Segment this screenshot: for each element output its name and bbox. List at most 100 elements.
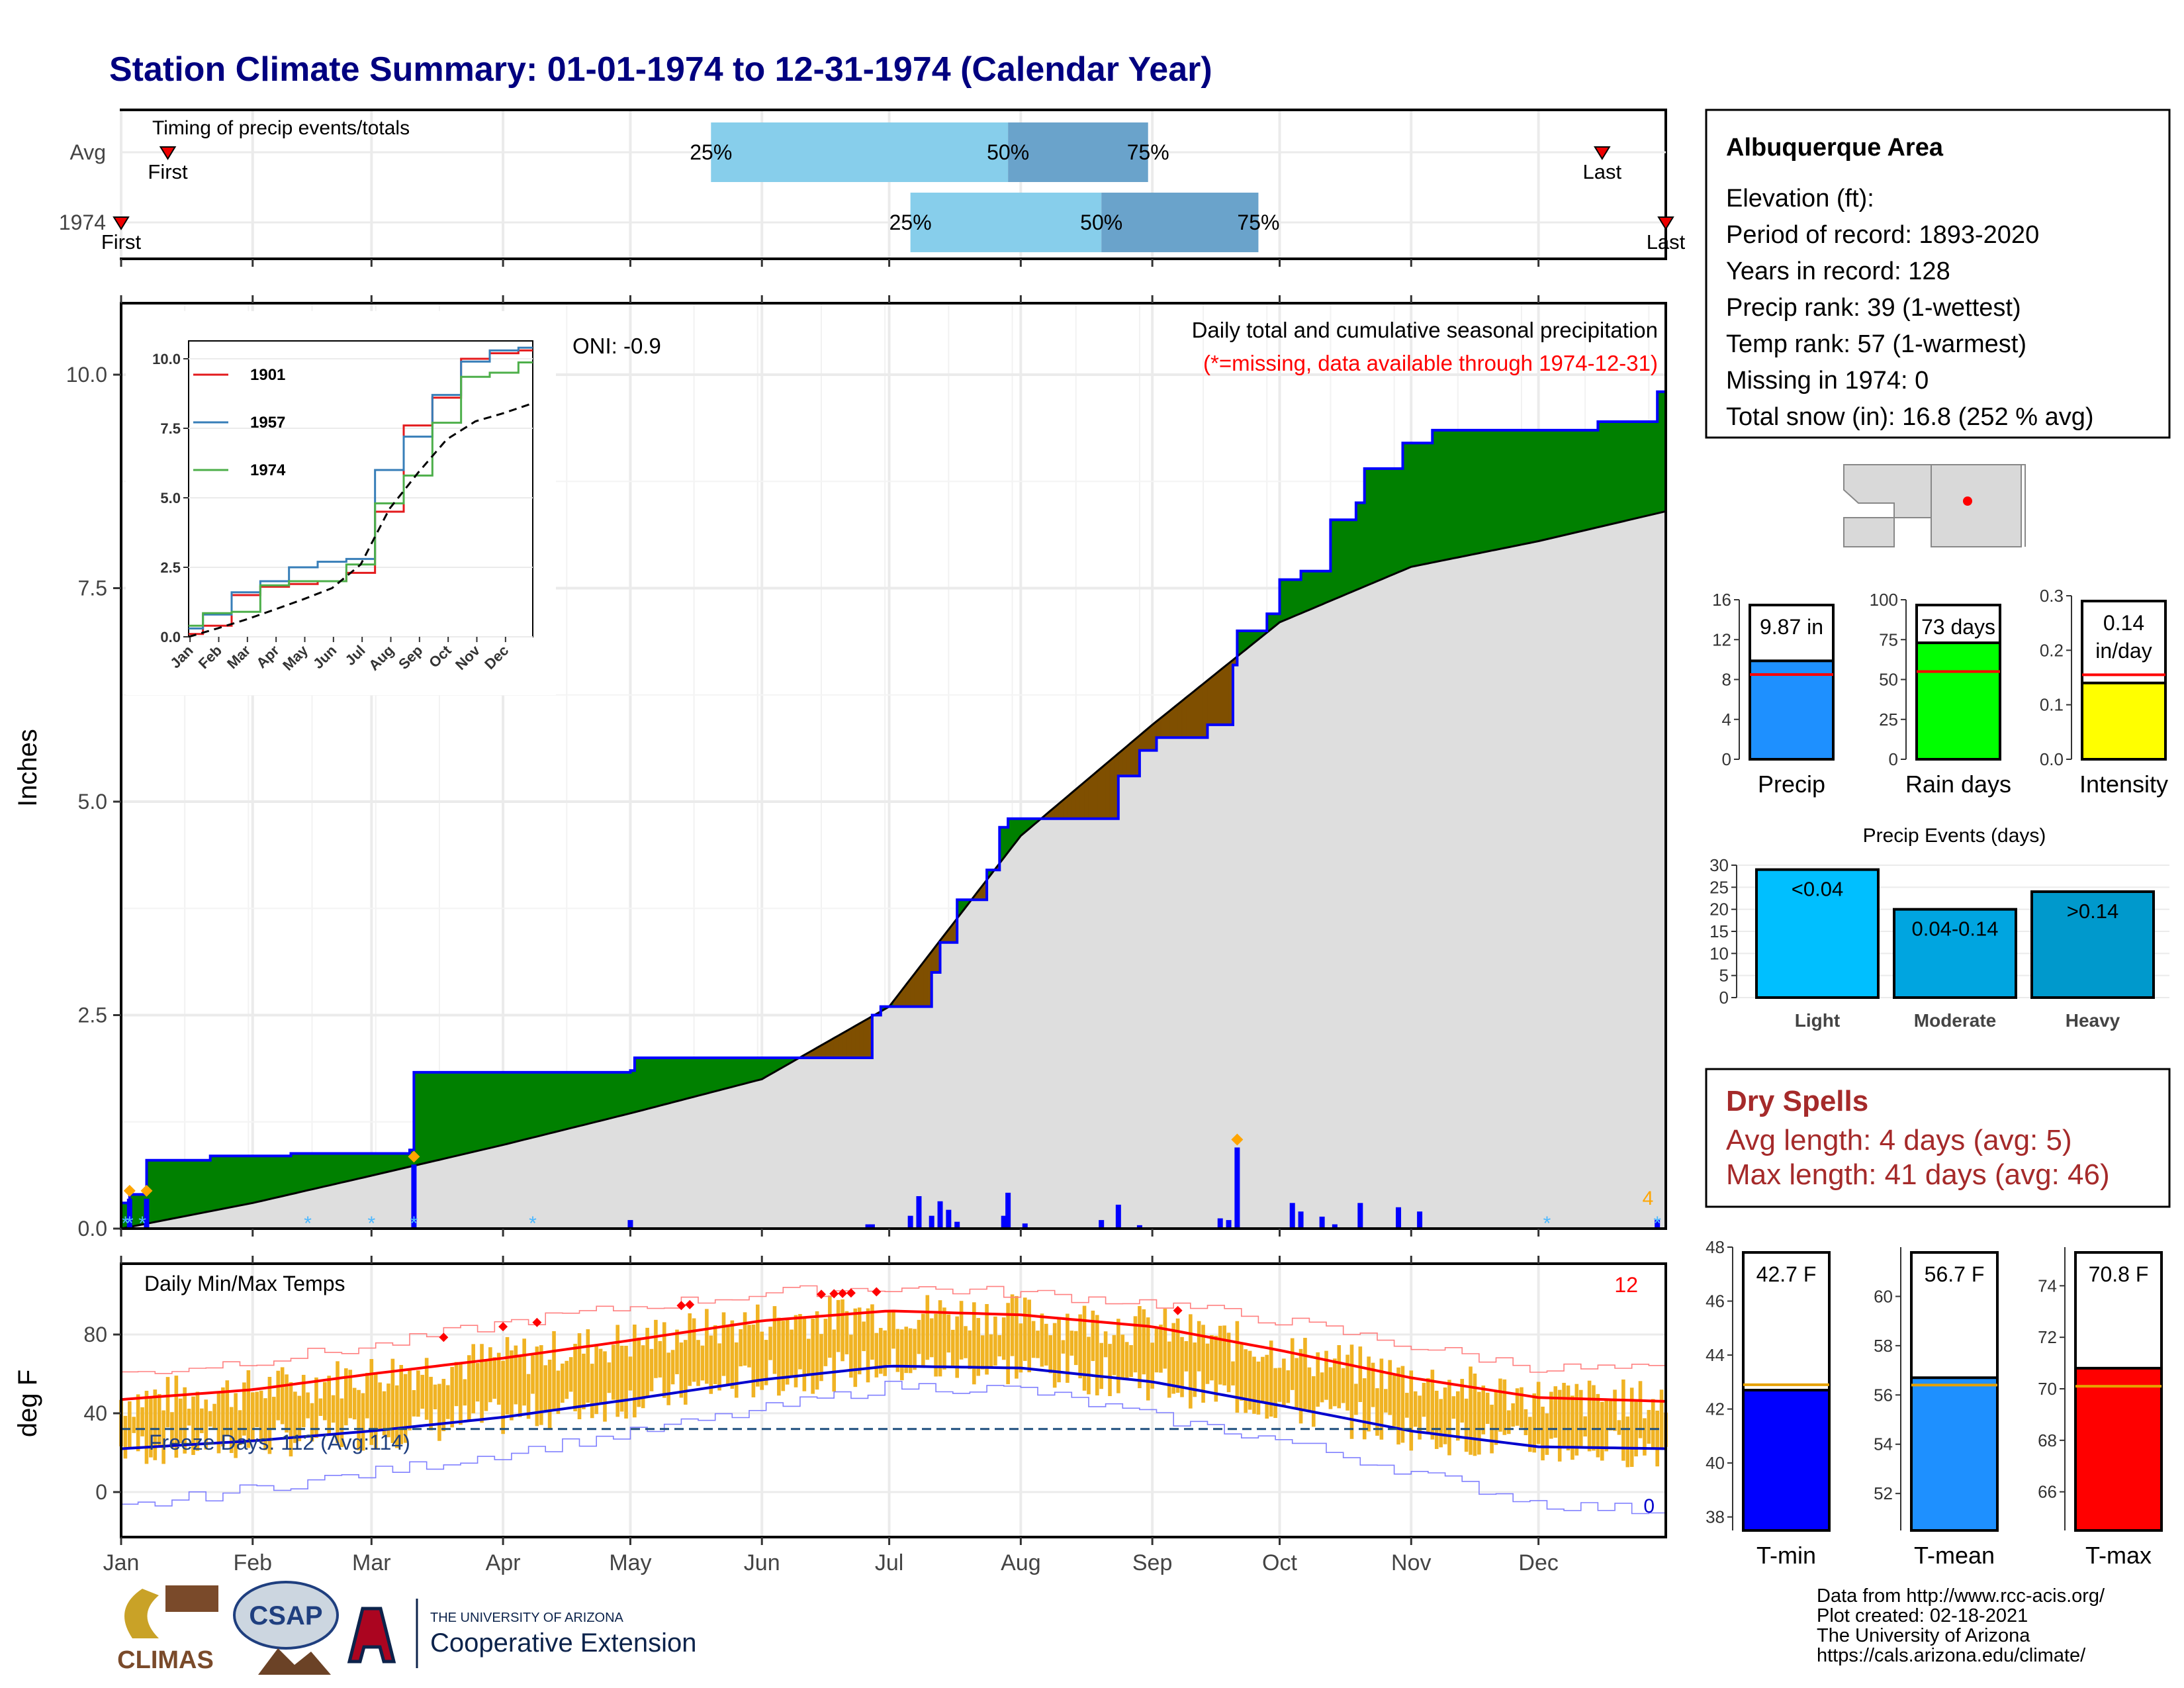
- daily-temp-bar: [1562, 1383, 1566, 1447]
- inset-legend: 1901 1957 1974: [193, 366, 286, 479]
- daily-temp-bar: [1341, 1368, 1345, 1403]
- mini-tick-label: 60: [1874, 1286, 1893, 1306]
- above-normal-segment: [1487, 430, 1492, 552]
- svg-text:Cooperative Extension: Cooperative Extension: [430, 1628, 696, 1658]
- daily-temp-bar: [1587, 1380, 1592, 1452]
- daily-temp-bar: [153, 1389, 158, 1460]
- daily-temp-bar: [726, 1325, 730, 1384]
- above-normal-segment: [1563, 430, 1569, 536]
- dry-max-length: Max length: 41 days (avg: 46): [1726, 1158, 2110, 1191]
- above-normal-segment: [469, 1072, 474, 1153]
- svg-text:CLIMAS: CLIMAS: [117, 1646, 214, 1674]
- below-normal-segment: [1101, 763, 1106, 820]
- above-normal-segment: [736, 1057, 741, 1086]
- daily-temp-bar: [1345, 1354, 1349, 1411]
- above-normal-segment: [333, 1153, 338, 1185]
- info-line-elevation: Elevation (ft):: [1726, 185, 1874, 212]
- below-normal-segment: [838, 1033, 843, 1058]
- daily-temp-bar: [1545, 1413, 1549, 1455]
- above-normal-segment: [1525, 430, 1531, 544]
- below-normal-segment: [1088, 774, 1093, 820]
- daily-temp-bar: [1647, 1409, 1651, 1444]
- daily-temp-bar: [739, 1329, 743, 1367]
- daily-temp-bar: [505, 1336, 510, 1415]
- mini-tick-label: 0.3: [2040, 586, 2064, 606]
- dry-spells-box: Dry Spells Avg length: 4 days (avg: 5) M…: [1705, 1068, 2171, 1208]
- above-normal-segment: [1411, 442, 1416, 567]
- daily-precip-bar: [865, 1224, 871, 1229]
- daily-temp-bar: [785, 1319, 790, 1385]
- above-normal-segment: [685, 1057, 690, 1100]
- above-normal-segment: [1533, 430, 1539, 543]
- above-normal-segment: [600, 1072, 606, 1121]
- daily-temp-bar: [1269, 1340, 1273, 1417]
- snow-day-asterisk: *: [126, 1213, 134, 1235]
- temp-y-label: 80: [83, 1323, 107, 1346]
- daily-temp-bar: [306, 1392, 310, 1419]
- above-normal-segment: [1445, 430, 1450, 561]
- university-arizona-logo: THE UNIVERSITY OF ARIZONA Cooperative Ex…: [347, 1599, 696, 1668]
- daily-temp-bar: [1142, 1309, 1146, 1375]
- daily-temp-bar: [1146, 1317, 1150, 1401]
- daily-temp-bar: [946, 1314, 951, 1353]
- below-normal-segment: [1181, 696, 1187, 738]
- below-normal-segment: [1075, 785, 1081, 820]
- above-normal-segment: [358, 1153, 363, 1179]
- mini-tick-label: 8: [1722, 670, 1731, 690]
- daily-temp-bar: [280, 1367, 285, 1425]
- mini-value-label: 56.7 F: [1925, 1262, 1985, 1286]
- above-normal-segment: [396, 1153, 402, 1170]
- daily-temp-bar: [1235, 1321, 1240, 1413]
- above-normal-segment: [592, 1072, 597, 1123]
- above-normal-segment: [320, 1153, 326, 1188]
- daily-precip-bar: [869, 1224, 875, 1229]
- above-normal-segment: [460, 1072, 465, 1155]
- above-normal-segment: [1542, 430, 1547, 541]
- daily-temp-bar: [1655, 1410, 1659, 1467]
- daily-temp-bar: [1592, 1385, 1596, 1451]
- daily-temp-bar: [408, 1370, 412, 1430]
- daily-temp-bar: [811, 1318, 815, 1394]
- month-label-may: May: [609, 1550, 651, 1575]
- above-normal-segment: [1461, 430, 1467, 557]
- daily-temp-bar: [1048, 1335, 1053, 1374]
- precip-ylabel: Inches: [13, 729, 42, 807]
- events-tick-label: 30: [1709, 855, 1729, 875]
- daily-temp-bar: [968, 1330, 972, 1370]
- below-normal-segment: [1195, 686, 1199, 738]
- daily-temp-bar: [1133, 1316, 1138, 1373]
- below-normal-segment: [1097, 767, 1102, 820]
- daily-temp-bar: [1027, 1299, 1031, 1373]
- mini-tick-label: 0.1: [2040, 695, 2064, 715]
- daily-temp-bar: [1108, 1344, 1112, 1397]
- daily-temp-bar: [484, 1360, 488, 1411]
- below-normal-segment: [1199, 683, 1204, 738]
- daily-temp-bar: [471, 1344, 476, 1414]
- above-normal-segment: [689, 1057, 694, 1098]
- mini-value-label: 9.87 in: [1760, 615, 1823, 639]
- daily-temp-bar: [1163, 1309, 1167, 1369]
- daily-temp-bar: [1052, 1323, 1057, 1388]
- above-normal-segment: [400, 1153, 406, 1169]
- above-normal-segment: [388, 1153, 393, 1172]
- daily-temp-bar: [204, 1399, 208, 1450]
- above-normal-segment: [609, 1072, 614, 1119]
- mini-tick-label: 68: [2038, 1430, 2057, 1450]
- above-normal-segment: [430, 1072, 435, 1162]
- above-normal-segment: [1475, 430, 1480, 555]
- events-title: Precip Events (days): [1863, 825, 2046, 847]
- record-high-marker: [816, 1289, 826, 1299]
- daily-temp-bar: [1082, 1305, 1087, 1391]
- daily-temp-bar: [878, 1328, 883, 1374]
- mini-tick-label: 12: [1712, 630, 1731, 649]
- above-normal-segment: [456, 1072, 461, 1156]
- daily-temp-bar: [1265, 1354, 1269, 1419]
- above-normal-segment: [541, 1072, 546, 1136]
- snow-day-asterisk: *: [1543, 1213, 1551, 1235]
- month-label-nov: Nov: [1391, 1550, 1431, 1575]
- tmax-chart: 66 68 70 72 74 70.8 F T-max: [2038, 1247, 2163, 1569]
- daily-temp-bar: [314, 1377, 318, 1438]
- daily-temp-bar: [187, 1409, 191, 1426]
- daily-temp-bar: [590, 1364, 594, 1419]
- daily-temp-bar: [985, 1303, 989, 1375]
